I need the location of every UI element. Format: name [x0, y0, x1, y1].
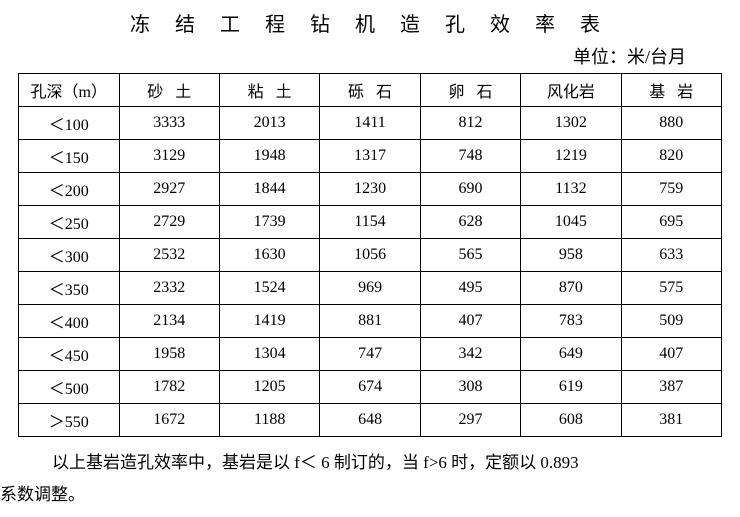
table-cell: 608 [521, 404, 621, 437]
table-cell: 1304 [219, 338, 319, 371]
table-row: ＜300253216301056565958633 [19, 239, 722, 272]
table-cell: 870 [521, 272, 621, 305]
table-cell: ＜300 [19, 239, 120, 272]
table-cell: 1782 [119, 371, 219, 404]
page-title: 冻 结 工 程 钻 机 造 孔 效 率 表 [18, 8, 722, 37]
table-cell: 1132 [521, 173, 621, 206]
table-cell: 759 [621, 173, 721, 206]
table-cell: 812 [420, 107, 520, 140]
table-cell: 381 [621, 404, 721, 437]
table-header-row: 孔深（m） 砂土 粘土 砾石 卵石 风化岩 基岩 [19, 74, 722, 107]
table-cell: 881 [320, 305, 420, 338]
table-cell: ＜200 [19, 173, 120, 206]
table-row: ＜35023321524969495870575 [19, 272, 722, 305]
table-cell: ＜250 [19, 206, 120, 239]
table-cell: 509 [621, 305, 721, 338]
table-cell: 820 [621, 140, 721, 173]
table-cell: 628 [420, 206, 520, 239]
table-cell: 1188 [219, 404, 319, 437]
table-cell: 3333 [119, 107, 219, 140]
table-cell: 1672 [119, 404, 219, 437]
table-cell: 747 [320, 338, 420, 371]
table-cell: 1844 [219, 173, 319, 206]
table-cell: 2532 [119, 239, 219, 272]
table-cell: 748 [420, 140, 520, 173]
table-row: ＜2002927184412306901132759 [19, 173, 722, 206]
table-cell: 880 [621, 107, 721, 140]
table-cell: 674 [320, 371, 420, 404]
footnote-line1: 以上基岩造孔效率中，基岩是以 f＜ 6 制订的，当 f>6 时，定额以 0.89… [18, 447, 722, 479]
table-body: ＜1003333201314118121302880＜1503129194813… [19, 107, 722, 437]
table-cell: 1524 [219, 272, 319, 305]
table-cell: 1056 [320, 239, 420, 272]
table-cell: 1302 [521, 107, 621, 140]
table-cell: 308 [420, 371, 520, 404]
table-cell: 407 [420, 305, 520, 338]
table-cell: 783 [521, 305, 621, 338]
table-cell: 2013 [219, 107, 319, 140]
table-cell: 969 [320, 272, 420, 305]
table-cell: 1419 [219, 305, 319, 338]
col-header-gravel: 砾石 [320, 74, 420, 107]
table-cell: 2729 [119, 206, 219, 239]
table-row: ＜45019581304747342649407 [19, 338, 722, 371]
table-row: ＜2502729173911546281045695 [19, 206, 722, 239]
unit-label: 单位：米/台月 [18, 43, 722, 69]
table-cell: 575 [621, 272, 721, 305]
table-cell: 619 [521, 371, 621, 404]
table-cell: 648 [320, 404, 420, 437]
table-cell: ＜500 [19, 371, 120, 404]
table-cell: 633 [621, 239, 721, 272]
table-row: ＜1003333201314118121302880 [19, 107, 722, 140]
table-row: ＜50017821205674308619387 [19, 371, 722, 404]
table-cell: 1219 [521, 140, 621, 173]
efficiency-table: 孔深（m） 砂土 粘土 砾石 卵石 风化岩 基岩 ＜10033332013141… [18, 73, 722, 437]
col-header-depth: 孔深（m） [19, 74, 120, 107]
table-cell: ＜450 [19, 338, 120, 371]
col-header-clay: 粘土 [219, 74, 319, 107]
col-header-sand: 砂土 [119, 74, 219, 107]
table-cell: 495 [420, 272, 520, 305]
col-header-weathered: 风化岩 [521, 74, 621, 107]
table-cell: 2332 [119, 272, 219, 305]
table-cell: 1958 [119, 338, 219, 371]
table-row: ＜1503129194813177481219820 [19, 140, 722, 173]
footnote-line2: 系数调整。 [0, 479, 722, 511]
table-cell: 649 [521, 338, 621, 371]
table-cell: ＞550 [19, 404, 120, 437]
table-cell: 342 [420, 338, 520, 371]
col-header-bedrock: 基岩 [621, 74, 721, 107]
table-row: ＜40021341419881407783509 [19, 305, 722, 338]
table-cell: 690 [420, 173, 520, 206]
table-cell: 407 [621, 338, 721, 371]
table-cell: 1630 [219, 239, 319, 272]
table-cell: 387 [621, 371, 721, 404]
table-cell: 958 [521, 239, 621, 272]
col-header-pebble: 卵石 [420, 74, 520, 107]
table-cell: 1948 [219, 140, 319, 173]
table-cell: 565 [420, 239, 520, 272]
table-cell: ＜400 [19, 305, 120, 338]
table-cell: 1317 [320, 140, 420, 173]
table-cell: 297 [420, 404, 520, 437]
table-cell: 2134 [119, 305, 219, 338]
table-cell: 695 [621, 206, 721, 239]
table-cell: 3129 [119, 140, 219, 173]
table-cell: ＜350 [19, 272, 120, 305]
table-row: ＞55016721188648297608381 [19, 404, 722, 437]
table-cell: 1411 [320, 107, 420, 140]
table-cell: 1230 [320, 173, 420, 206]
table-cell: 1205 [219, 371, 319, 404]
table-cell: ＜150 [19, 140, 120, 173]
table-cell: 1045 [521, 206, 621, 239]
table-cell: 1739 [219, 206, 319, 239]
table-cell: 2927 [119, 173, 219, 206]
table-cell: ＜100 [19, 107, 120, 140]
table-cell: 1154 [320, 206, 420, 239]
